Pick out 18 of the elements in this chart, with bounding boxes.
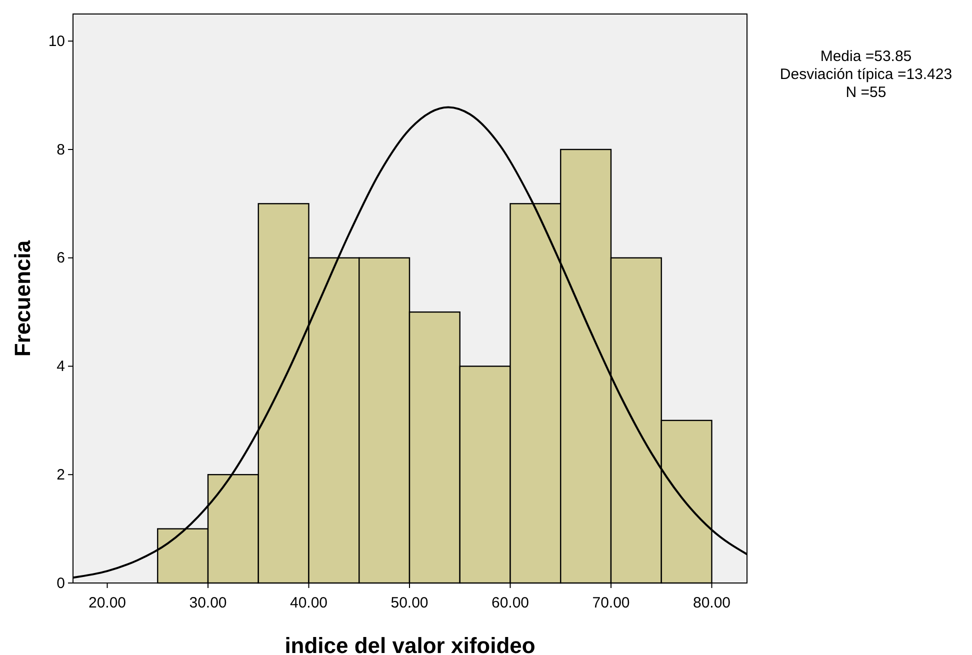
- x-tick-label: 80.00: [692, 594, 731, 612]
- text: Media =53.85: [820, 48, 912, 65]
- y-tick-label: 2: [56, 466, 65, 484]
- y-tick-label: 4: [56, 358, 65, 376]
- x-tick-label: 20.00: [88, 594, 126, 612]
- x-tick-label: 30.00: [189, 594, 227, 612]
- x-tick-label: 70.00: [592, 594, 630, 612]
- y-tick-label: 6: [56, 250, 65, 267]
- text: Desviación típica =13.423: [780, 66, 952, 83]
- y-tick-label: 10: [48, 32, 65, 50]
- text: N =55: [846, 84, 886, 101]
- y-tick-label: 0: [56, 574, 65, 592]
- x-tick-label: 40.00: [290, 594, 328, 612]
- y-tick-label: 8: [56, 141, 65, 158]
- y-axis-title: Frecuencia: [10, 240, 35, 357]
- x-tick-label: 60.00: [491, 594, 530, 612]
- x-axis-title: indice del valor xifoideo: [284, 633, 536, 655]
- x-tick-label: 50.00: [390, 594, 428, 612]
